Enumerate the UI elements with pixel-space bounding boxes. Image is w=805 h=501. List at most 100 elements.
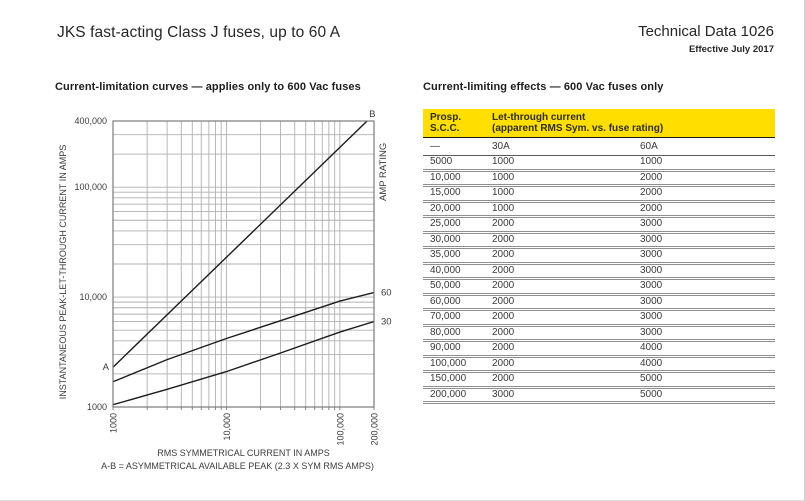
a60-cell: 3000 xyxy=(633,294,775,311)
let-through-table: Prosp. S.C.C. Let-through current (appar… xyxy=(423,109,775,404)
curve-end-label: 60 xyxy=(381,288,392,299)
current-limitation-section: Current-limitation curves — applies only… xyxy=(55,81,425,484)
table-row: —30A 60A xyxy=(423,137,775,156)
y-tick-label: 1000 xyxy=(87,402,107,412)
scc-cell: 200,000 xyxy=(423,387,485,404)
page-title: JKS fast-acting Class J fuses, up to 60 … xyxy=(57,24,341,41)
curve-asymmetrical-available-peak xyxy=(113,121,369,368)
table-row: 10,000 1000 2000 xyxy=(423,170,775,187)
doc-meta: Technical Data 1026 Effective July 2017 xyxy=(638,23,774,55)
table-row: 5000 1000 1000 xyxy=(423,155,775,172)
table-row: 200,000 3000 5000 xyxy=(423,387,775,404)
a60-cell: 2000 xyxy=(633,170,775,187)
scc-cell: 5000 xyxy=(423,155,485,172)
scc-cell: — xyxy=(423,137,485,156)
chart-footnote: A-B = ASYMMETRICAL AVAILABLE PEAK (2.3 X… xyxy=(101,461,374,471)
header-line: S.C.C. xyxy=(430,123,460,134)
a60-cell: 2000 xyxy=(633,201,775,218)
chart-title: Current-limitation curves — applies only… xyxy=(55,81,361,93)
curve-60A-fuse xyxy=(113,291,374,383)
table-title: Current-limiting effects — 600 Vac fuses… xyxy=(423,81,664,93)
plot-border xyxy=(112,120,375,408)
a60-cell: 3000 xyxy=(633,232,775,249)
table-row: 100,000 2000 4000 xyxy=(423,356,775,373)
scc-cell: 40,000 xyxy=(423,263,485,280)
a60-cell: 4000 xyxy=(633,340,775,358)
scc-cell: 80,000 xyxy=(423,325,485,342)
a60-cell: 3000 xyxy=(633,325,775,342)
x-tick-label: 200,000 xyxy=(370,413,380,446)
a60-cell: 1000 xyxy=(633,155,775,172)
a60-cell: 3000 xyxy=(633,278,775,296)
a30-cell: 2000 xyxy=(485,263,633,280)
table-row: 150,000 2000 5000 xyxy=(423,371,775,389)
scc-cell: 15,000 xyxy=(423,185,485,203)
scc-cell: 10,000 xyxy=(423,170,485,187)
table-row: 30,000 2000 3000 xyxy=(423,232,775,249)
header-line: Prosp. xyxy=(430,112,462,123)
table-row: 25,000 2000 3000 xyxy=(423,216,775,234)
table-row: 40,000 2000 3000 xyxy=(423,263,775,280)
table-row: 20,000 1000 2000 xyxy=(423,201,775,218)
a30-cell: 2000 xyxy=(485,216,633,234)
a30-cell: 2000 xyxy=(485,325,633,342)
scc-cell: 60,000 xyxy=(423,294,485,311)
table-row: 50,000 2000 3000 xyxy=(423,278,775,296)
a30-cell: 1000 xyxy=(485,155,633,172)
a30-cell: 2000 xyxy=(485,371,633,389)
a60-cell: 4000 xyxy=(633,356,775,373)
scc-cell: 100,000 xyxy=(423,356,485,373)
scc-cell: 25,000 xyxy=(423,216,485,234)
a30-cell: 1000 xyxy=(485,201,633,218)
scc-cell: 20,000 xyxy=(423,201,485,218)
a30-cell: 1000 xyxy=(485,185,633,203)
curve-30A-fuse xyxy=(113,320,374,406)
x-tick-label: 100,000 xyxy=(335,413,345,446)
doc-reference: Technical Data 1026 xyxy=(638,23,774,40)
table-row: 90,000 2000 4000 xyxy=(423,340,775,358)
x-tick-label: 1000 xyxy=(109,413,119,433)
header-line: (apparent RMS Sym. vs. fuse rating) xyxy=(492,123,664,134)
table-row: 35,000 2000 3000 xyxy=(423,247,775,265)
a60-cell: 3000 xyxy=(633,309,775,327)
curve-start-label: A xyxy=(103,362,110,373)
scc-cell: 35,000 xyxy=(423,247,485,265)
scc-cell: 70,000 xyxy=(423,309,485,327)
table-header-row: Prosp. S.C.C. Let-through current (appar… xyxy=(423,109,775,138)
header-line: Let-through current xyxy=(492,112,586,123)
a60-cell: 3000 xyxy=(633,216,775,234)
a30-cell: 2000 xyxy=(485,294,633,311)
y-axis-label: INSTANTANEOUS PEAK-LET-THROUGH CURRENT I… xyxy=(58,145,68,400)
table-row: 15,000 1000 2000 xyxy=(423,185,775,203)
scc-cell: 150,000 xyxy=(423,371,485,389)
a60-cell: 3000 xyxy=(633,247,775,265)
a30-cell: 2000 xyxy=(485,309,633,327)
current-limiting-effects-section: Current-limiting effects — 600 Vac fuses… xyxy=(423,81,775,404)
scc-cell: 30,000 xyxy=(423,232,485,249)
y-tick-label: 400,000 xyxy=(74,116,107,126)
right-axis-label: AMP RATING xyxy=(378,143,389,201)
curve-end-label: B xyxy=(369,109,375,120)
a60-cell: 60A xyxy=(633,137,775,156)
a60-cell: 5000 xyxy=(633,371,775,389)
a30-cell: 2000 xyxy=(485,247,633,265)
a60-cell: 2000 xyxy=(633,185,775,203)
table-row: 80,000 2000 3000 xyxy=(423,325,775,342)
table-row: 70,000 2000 3000 xyxy=(423,309,775,327)
header-prosp-scc: Prosp. S.C.C. xyxy=(423,109,485,138)
a30-cell: 2000 xyxy=(485,278,633,296)
scc-cell: 90,000 xyxy=(423,340,485,358)
a30-cell: 1000 xyxy=(485,170,633,187)
y-tick-label: 10,000 xyxy=(79,292,107,302)
a60-cell: 5000 xyxy=(633,387,775,404)
a30-cell: 2000 xyxy=(485,232,633,249)
y-tick-label: 100,000 xyxy=(74,182,107,192)
a30-cell: 2000 xyxy=(485,356,633,373)
header-let-through: Let-through current (apparent RMS Sym. v… xyxy=(485,109,775,138)
a30-cell: 2000 xyxy=(485,340,633,358)
a60-cell: 3000 xyxy=(633,263,775,280)
x-axis-label: RMS SYMMETRICAL CURRENT IN AMPS xyxy=(157,448,330,458)
a30-cell: 3000 xyxy=(485,387,633,404)
